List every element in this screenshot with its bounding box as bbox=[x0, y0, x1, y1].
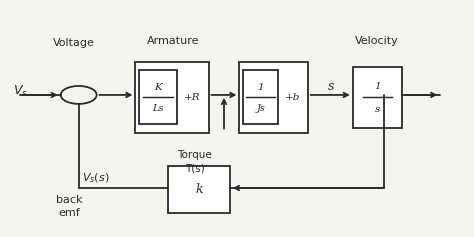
Text: 1: 1 bbox=[374, 82, 381, 91]
Text: +b: +b bbox=[285, 93, 301, 102]
Text: Velocity: Velocity bbox=[355, 36, 398, 46]
Text: Torque
T(s): Torque T(s) bbox=[177, 150, 212, 174]
Text: Voltage: Voltage bbox=[53, 38, 95, 48]
Text: K: K bbox=[154, 83, 162, 92]
Bar bbox=[168, 166, 230, 213]
Text: 1: 1 bbox=[257, 83, 264, 92]
Text: k: k bbox=[195, 183, 203, 196]
Text: $V_s(s)$: $V_s(s)$ bbox=[82, 172, 109, 185]
Text: Armature: Armature bbox=[147, 36, 200, 46]
Text: Ls: Ls bbox=[152, 104, 164, 113]
Bar bbox=[239, 62, 308, 133]
Bar bbox=[243, 70, 278, 124]
Text: Js: Js bbox=[256, 104, 265, 113]
Bar bbox=[139, 70, 177, 124]
Text: back
emf: back emf bbox=[56, 195, 82, 219]
Text: $V_s$: $V_s$ bbox=[12, 84, 27, 99]
Text: s: s bbox=[328, 80, 335, 93]
Text: +R: +R bbox=[184, 93, 201, 102]
Bar bbox=[136, 62, 209, 133]
Text: s: s bbox=[375, 105, 380, 114]
Bar bbox=[353, 67, 402, 128]
